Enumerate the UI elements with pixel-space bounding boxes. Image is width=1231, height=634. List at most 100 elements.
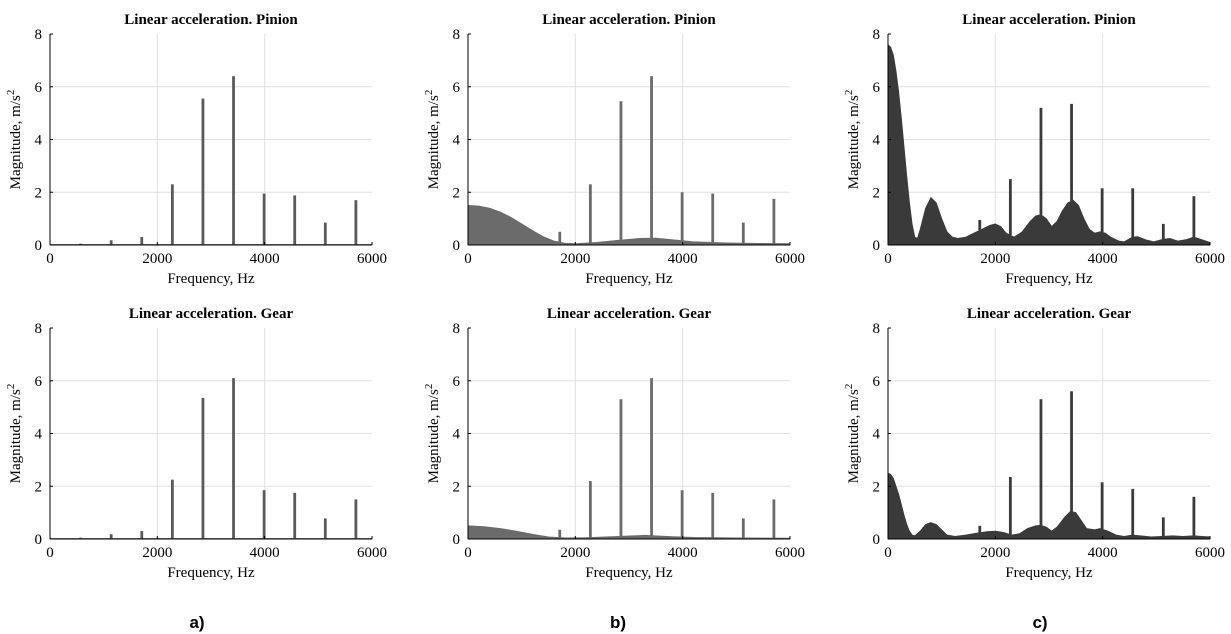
chart-title: Linear acceleration. Gear: [547, 306, 712, 322]
x-tick-label: 2000: [560, 251, 590, 267]
panel-label-b: b): [610, 613, 626, 632]
y-tick-label: 0: [453, 238, 461, 254]
y-tick-label: 6: [35, 374, 43, 390]
spectral-peak: [293, 492, 297, 539]
y-tick-label: 8: [453, 321, 461, 337]
x-tick-label: 4000: [1088, 545, 1118, 561]
spectral-peak: [1192, 196, 1196, 238]
y-axis-label: Magnitude, m/s2: [843, 384, 862, 484]
y-tick-label: 2: [35, 479, 43, 495]
x-tick-label: 4000: [668, 251, 698, 267]
x-tick-label: 6000: [1195, 545, 1225, 561]
y-axis-label-text: Magnitude, m/s: [426, 389, 442, 483]
y-tick-label: 8: [873, 27, 881, 43]
spectral-peak: [558, 529, 562, 538]
spectral-peak: [711, 492, 715, 538]
chart-title: Linear acceleration. Pinion: [124, 12, 298, 28]
y-tick-label: 2: [35, 185, 43, 201]
y-tick-label: 0: [453, 532, 461, 548]
chart-panel: 0 2000 4000 6000 0 2 4 6 8 Linear acceleration. P…: [843, 12, 1225, 287]
y-axis-label-text: Magnitude, m/s: [426, 95, 442, 189]
y-axis-label: Magnitude, m/s2: [5, 384, 24, 484]
chart-title: Linear acceleration. Gear: [129, 306, 294, 322]
spectral-peak: [1161, 223, 1165, 240]
x-tick-label: 0: [884, 545, 892, 561]
y-tick-label: 6: [35, 80, 43, 96]
y-axis-label-text: Magnitude, m/s: [8, 95, 24, 189]
y-tick-label: 8: [873, 321, 881, 337]
spectral-peak: [558, 231, 562, 243]
y-tick-label: 2: [873, 479, 881, 495]
x-tick-label: 2000: [980, 545, 1010, 561]
chart-title: Linear acceleration. Pinion: [962, 12, 1136, 28]
y-axis-label: Magnitude, m/s2: [423, 384, 442, 484]
spectrum-area: [467, 525, 791, 540]
y-tick-label: 0: [35, 238, 43, 254]
x-tick-label: 0: [464, 251, 472, 267]
y-tick-label: 2: [453, 185, 461, 201]
y-tick-label: 0: [873, 238, 881, 254]
spectral-peak: [354, 200, 358, 245]
spectral-peak: [1100, 188, 1104, 233]
spectral-peak: [1008, 179, 1012, 236]
x-axis-label: Frequency, Hz: [585, 565, 673, 581]
spectral-peak: [293, 195, 297, 245]
spectral-peak: [1070, 391, 1073, 512]
spectral-peak: [650, 378, 653, 536]
x-tick-label: 2000: [560, 545, 590, 561]
x-tick-label: 0: [46, 251, 54, 267]
spectral-peak: [1039, 107, 1043, 215]
x-tick-label: 2000: [980, 251, 1010, 267]
y-tick-label: 4: [873, 427, 881, 443]
y-tick-label: 8: [453, 27, 461, 43]
y-tick-label: 4: [873, 133, 881, 149]
spectral-peak: [619, 399, 623, 537]
spectral-peak: [978, 525, 982, 533]
y-tick-label: 6: [453, 374, 461, 390]
spectral-peak: [232, 76, 235, 245]
spectral-peak: [323, 518, 327, 539]
x-tick-label: 4000: [250, 251, 280, 267]
y-axis-label-text: Magnitude, m/s: [846, 95, 862, 189]
x-tick-label: 2000: [142, 545, 172, 561]
spectral-peak: [262, 193, 266, 245]
y-tick-label: 4: [35, 427, 43, 443]
spectral-peak: [1008, 477, 1012, 535]
chart-panel: 0 2000 4000 6000 0 2 4 6 8 Linear acceleration. P…: [5, 12, 387, 287]
x-tick-label: 0: [46, 545, 54, 561]
spectral-peak: [262, 490, 266, 539]
y-tick-label: 6: [873, 80, 881, 96]
spectral-peak: [680, 192, 684, 241]
y-tick-label: 2: [453, 479, 461, 495]
y-tick-label: 6: [873, 374, 881, 390]
y-axis-label-text: Magnitude, m/s: [846, 389, 862, 483]
spectral-peak: [79, 243, 82, 245]
chart-title: Linear acceleration. Gear: [967, 306, 1132, 322]
y-axis-label: Magnitude, m/s2: [5, 90, 24, 190]
spectral-peak: [772, 499, 776, 539]
spectral-peak: [140, 237, 144, 245]
panel-label-c: c): [1032, 613, 1047, 632]
y-tick-label: 4: [453, 427, 461, 443]
chart-panel: 0 2000 4000 6000 0 2 4 6 8 Linear acceleration. G…: [5, 306, 387, 581]
spectral-peak: [170, 184, 174, 245]
spectral-peak: [1100, 482, 1104, 530]
y-tick-label: 8: [35, 321, 43, 337]
x-tick-label: 4000: [668, 545, 698, 561]
y-tick-label: 8: [35, 27, 43, 43]
y-axis-label-superscript: 2: [843, 384, 855, 390]
x-tick-label: 6000: [357, 545, 387, 561]
spectral-peak: [650, 76, 653, 239]
y-axis-label-superscript: 2: [423, 90, 435, 96]
spectral-peak: [1192, 496, 1196, 536]
spectral-peak: [354, 499, 358, 539]
spectral-peak: [1039, 399, 1043, 526]
y-tick-label: 6: [453, 80, 461, 96]
x-tick-label: 6000: [357, 251, 387, 267]
spectral-peak: [978, 219, 982, 231]
spectral-peak: [170, 479, 174, 539]
y-axis-label: Magnitude, m/s2: [843, 90, 862, 190]
x-tick-label: 2000: [142, 251, 172, 267]
spectral-peak: [1161, 517, 1165, 537]
